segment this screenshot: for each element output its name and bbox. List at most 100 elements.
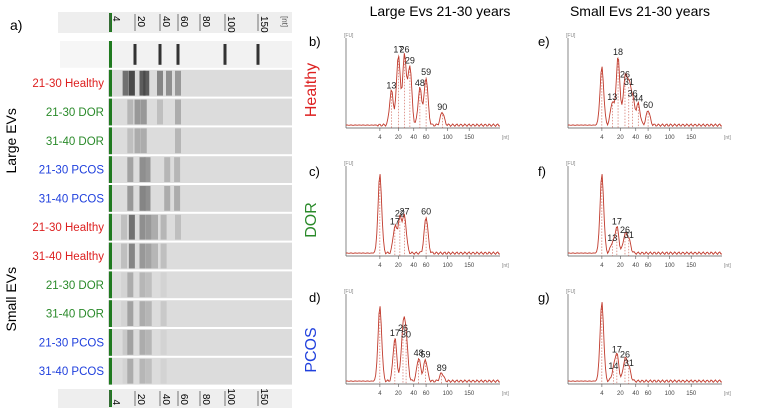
gel-band (139, 243, 146, 269)
peak-label: 59 (421, 67, 431, 77)
peak-label: 30 (401, 330, 411, 340)
gel-lane-background (108, 156, 292, 183)
gel-band (139, 157, 146, 182)
gel-band (145, 301, 152, 326)
gel-lane-background (108, 329, 292, 356)
peak-label: 17 (390, 217, 400, 227)
peak-label: 31 (624, 358, 634, 368)
lane-label: 21-30 PCOS (39, 337, 105, 349)
gel-band (160, 214, 167, 240)
gel-band (139, 330, 146, 355)
gel-band (134, 99, 141, 125)
x-tick-label: 60 (423, 263, 430, 269)
gel-band (144, 157, 151, 182)
y-unit-label: [FU] (566, 33, 576, 39)
gel-band (175, 214, 181, 240)
gel-band (127, 301, 134, 326)
x-tick-label: 20 (395, 135, 402, 141)
size-scale-tick-label: 4 (110, 16, 121, 22)
gel-lane-background (108, 300, 292, 327)
size-scale-tick-label: 100 (225, 16, 236, 33)
x-tick-label: 4 (378, 391, 382, 397)
lane-label: 21-30 DOR (46, 107, 104, 119)
size-scale-tick-label: 150 (258, 16, 269, 33)
lane-label-box (1, 213, 107, 241)
peak-label: 48 (414, 348, 424, 358)
lane-label: 21-30 PCOS (39, 165, 105, 177)
gel-band (152, 243, 158, 269)
gel-band (160, 243, 167, 269)
peak-label: 36 (628, 89, 638, 99)
gel-band (128, 70, 135, 96)
lane-label-box (1, 185, 107, 212)
marker-band (109, 13, 112, 32)
peak-label: 26 (620, 225, 630, 235)
gel-lane-background (108, 185, 292, 212)
peak-label: 13 (386, 80, 396, 90)
peak-label: 26 (400, 45, 410, 55)
gel-band (157, 70, 163, 96)
gel-band (164, 157, 171, 182)
peak-label: 44 (633, 94, 643, 104)
gel-lane-background (108, 271, 292, 299)
gel-band (139, 358, 146, 384)
marker-band (109, 69, 112, 97)
y-unit-label: [FU] (566, 289, 576, 295)
x-tick-label: 100 (443, 135, 454, 141)
size-scale-tick-label: 40 (160, 394, 171, 406)
lane-label-box (1, 357, 107, 385)
gel-band (139, 214, 146, 240)
marker-band (109, 185, 112, 212)
gel-band (144, 186, 151, 211)
marker-band (109, 98, 112, 126)
x-tick-label: 4 (600, 135, 604, 141)
peak-label: 17 (393, 45, 403, 55)
gel-band (128, 243, 135, 269)
size-scale-tick-label: 80 (200, 16, 211, 28)
gel-band (139, 70, 146, 96)
marker-band (109, 156, 112, 183)
gel-band (127, 99, 134, 125)
gel-lane: 21-30 Healthy (1, 69, 292, 97)
size-scale-tick-label: 150 (258, 388, 269, 405)
lane-label: 31-40 DOR (46, 309, 104, 321)
gel-band (122, 330, 129, 355)
peak-label: 17 (612, 345, 622, 355)
gel-lane-background (108, 41, 292, 68)
lane-label-box (1, 300, 107, 327)
x-tick-label: 60 (645, 135, 652, 141)
lane-label: 31-40 PCOS (39, 193, 105, 205)
panel-label: c) (309, 164, 320, 179)
peak-label: 60 (643, 100, 653, 110)
gel-lane-background (108, 213, 292, 241)
x-unit-label: [nt] (502, 135, 510, 141)
gel-band (160, 358, 167, 384)
gel-band (134, 128, 141, 154)
gel-band (121, 243, 128, 269)
panel-label: e) (538, 34, 550, 49)
gel-lane (60, 41, 292, 68)
gel-band (140, 128, 147, 154)
gel-band (175, 128, 181, 154)
gel-lane: 21-30 DOR (1, 271, 292, 299)
x-tick-label: 150 (686, 263, 697, 269)
gel-band (174, 186, 181, 211)
panel-label: g) (538, 290, 550, 305)
gel-band (127, 272, 134, 298)
lane-label: 31-40 Healthy (32, 251, 104, 263)
peak-label: 26 (620, 350, 630, 360)
peak-label: 17 (390, 328, 400, 338)
gel-band (122, 70, 129, 96)
gel-band (145, 243, 152, 269)
x-tick-label: 20 (395, 263, 402, 269)
x-tick-label: 40 (632, 135, 639, 141)
gel-band (140, 99, 147, 125)
x-tick-label: 100 (665, 135, 676, 141)
x-tick-label: 40 (410, 391, 417, 397)
x-tick-label: 20 (395, 391, 402, 397)
